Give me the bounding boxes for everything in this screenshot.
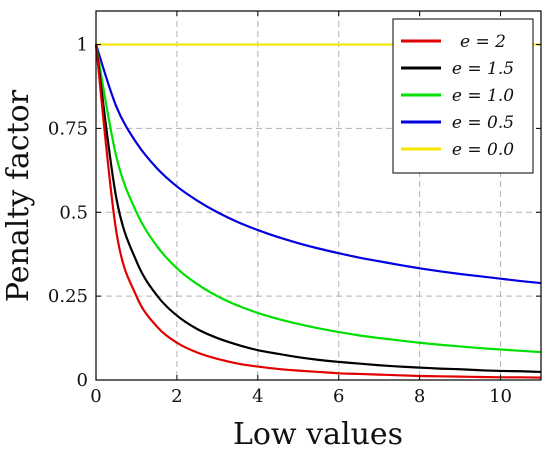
legend-label: e = 2 [460, 32, 506, 52]
legend-label: e = 0.5 [452, 113, 514, 133]
series-line [94, 44, 542, 374]
y-tick-label: 0 [77, 370, 88, 391]
series-line [94, 44, 542, 354]
series-line [94, 44, 542, 285]
x-tick-label: 0 [90, 386, 101, 407]
plot-frame [95, 10, 542, 381]
series-line [94, 44, 542, 379]
x-tick-label: 10 [489, 386, 512, 407]
y-axis-title: Penalty factor [1, 89, 36, 302]
y-tick-label: 0.75 [48, 118, 88, 139]
y-tick-label: 0.5 [59, 202, 88, 223]
x-tick-label: 2 [171, 386, 182, 407]
x-tick-label: 8 [414, 386, 425, 407]
y-tick-label: 0.25 [48, 286, 88, 307]
legend: e = 2 e = 1.5 e = 1.0 e = 0.5 e = 0.0 [392, 18, 534, 174]
y-tick-label: 1 [77, 35, 88, 56]
tick-layer: 0 2 4 6 8 10 0 0.25 0.5 0.75 1 [48, 11, 541, 407]
x-tick-label: 6 [333, 386, 344, 407]
legend-label: e = 1.5 [452, 59, 514, 79]
series-layer [94, 43, 542, 379]
legend-label: e = 0.0 [452, 140, 514, 160]
x-axis-title: Low values [233, 417, 403, 452]
legend-label: e = 1.0 [452, 86, 514, 106]
x-tick-label: 4 [252, 386, 263, 407]
